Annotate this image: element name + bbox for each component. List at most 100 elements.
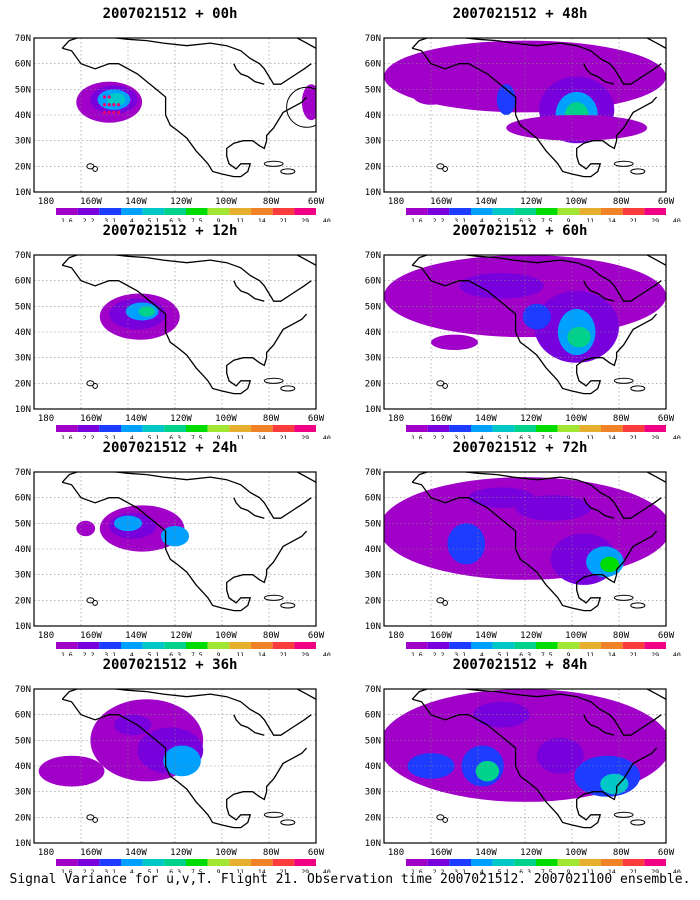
lat-tick-label: 20N [365, 596, 381, 606]
colorbar-swatch [471, 642, 493, 649]
colorbar-swatch [142, 642, 165, 649]
coastline [296, 472, 316, 483]
lon-tick-label: 100W [215, 848, 237, 858]
lat-tick-label: 10N [365, 839, 381, 849]
colorbar-label: 9 [217, 217, 221, 222]
colorbar-label: 2.2 [433, 434, 445, 439]
colorbar-label: 14 [258, 434, 266, 439]
coastline [62, 481, 308, 612]
colorbar-swatch [427, 859, 450, 866]
lon-tick-label: 160W [80, 197, 102, 207]
colorbar-label: 29 [651, 217, 659, 222]
colorbar-swatch [164, 642, 186, 649]
contour-shading [475, 760, 500, 782]
colorbar-label: 4 [130, 217, 134, 222]
colorbar-swatch [294, 208, 316, 215]
colorbar-label: 29 [651, 434, 659, 439]
lon-tick-label: 120W [520, 414, 542, 424]
lat-tick-label: 30N [365, 354, 381, 364]
colorbar-label: 1.6 [411, 434, 423, 439]
figure-caption: Signal Variance for u,v,T. Flight 21. Ob… [9, 872, 691, 887]
colorbar-swatch [294, 425, 316, 432]
lon-tick-label: 60W [308, 631, 325, 641]
lon-tick-label: 100W [565, 848, 587, 858]
panel-title: 2007021512 + 84h [452, 657, 588, 673]
colorbar-swatch [514, 642, 536, 649]
coastline [61, 689, 147, 700]
colorbar-label: 40 [673, 217, 681, 222]
colorbar-label: 40 [673, 434, 681, 439]
colorbar-label: 11 [586, 434, 594, 439]
colorbar-label: 1.6 [411, 868, 423, 873]
lat-tick-label: 10N [15, 622, 31, 632]
contour-map: 70N 60N 50N 40N 30N 20N 10N 180 160W 140W 120W 100W… [15, 685, 331, 873]
colorbar-label: 21 [280, 434, 288, 439]
colorbar-swatch [644, 425, 666, 432]
contour-shading [600, 773, 629, 795]
colorbar-swatch [427, 208, 450, 215]
lon-tick-label: 100W [565, 197, 587, 207]
coastline [233, 280, 265, 302]
colorbar-swatch [622, 208, 645, 215]
colorbar-swatch [207, 642, 230, 649]
colorbar-swatch [536, 642, 558, 649]
colorbar-label: 4 [480, 868, 484, 873]
lon-tick-label: 140W [125, 631, 147, 641]
map-panel: 2007021512 + 24h 70N 60N 50N 40N 30N 20N 10N 180… [0, 440, 340, 656]
lat-tick-label: 70N [15, 34, 31, 44]
colorbar-swatch [251, 425, 273, 432]
colorbar-label: 3.1 [454, 434, 466, 439]
panel-title: 2007021512 + 48h [452, 6, 588, 22]
coastline [646, 38, 666, 49]
lat-tick-label: 70N [365, 685, 381, 695]
colorbar-swatch [579, 642, 601, 649]
colorbar-label: 21 [630, 217, 638, 222]
colorbar-swatch [186, 425, 208, 432]
colorbar-swatch [514, 208, 536, 215]
colorbar-label: 29 [301, 434, 309, 439]
contour-shading [536, 737, 584, 774]
colorbar-swatch [77, 859, 100, 866]
colorbar-label: 40 [673, 651, 681, 656]
lon-tick-label: 160W [430, 197, 452, 207]
colorbar-swatch [142, 859, 165, 866]
coastline [412, 47, 658, 178]
colorbar-swatch [514, 859, 536, 866]
colorbar-label: 29 [301, 217, 309, 222]
lat-tick-label: 40N [15, 328, 31, 338]
contour-map: 70N 60N 50N 40N 30N 20N 10N 180 160W 140W 120W 100W… [365, 468, 681, 656]
colorbar-swatch [99, 642, 121, 649]
lon-tick-label: 80W [613, 631, 630, 641]
colorbar-label: 14 [608, 434, 616, 439]
colorbar-label: 11 [236, 651, 244, 656]
colorbar-swatch [406, 208, 428, 215]
lat-tick-label: 10N [15, 188, 31, 198]
map-panel: 2007021512 + 00h 70N 60N 50N 40N 30N 20N 10N 180… [0, 6, 340, 222]
colorbar-swatch [207, 425, 230, 432]
coastline [411, 255, 497, 266]
lon-tick-label: 80W [613, 414, 630, 424]
coastline [412, 264, 658, 395]
colorbar-label: 5.1 [498, 217, 510, 222]
lon-tick-label: 180 [388, 631, 404, 641]
coastline [233, 63, 265, 85]
coastline [61, 472, 147, 483]
lon-tick-label: 60W [308, 848, 325, 858]
lon-tick-label: 100W [215, 197, 237, 207]
colorbar-label: 4 [480, 217, 484, 222]
colorbar-label: 1.6 [411, 217, 423, 222]
lon-tick-label: 140W [475, 197, 497, 207]
colorbar-swatch [644, 859, 666, 866]
coastline [646, 472, 666, 483]
colorbar-label: 14 [258, 868, 266, 873]
colorbar-label: 21 [630, 434, 638, 439]
coastline [496, 473, 662, 519]
colorbar-label: 11 [586, 217, 594, 222]
coastline [411, 38, 497, 49]
lon-tick-label: 180 [388, 848, 404, 858]
colorbar-label: 9 [567, 217, 571, 222]
contour-map: 70N 60N 50N 40N 30N 20N 10N 180 160W 140W 120W 100W… [15, 468, 331, 656]
colorbar-label: 21 [280, 868, 288, 873]
contour-shading [459, 272, 544, 299]
lat-tick-label: 40N [365, 545, 381, 555]
